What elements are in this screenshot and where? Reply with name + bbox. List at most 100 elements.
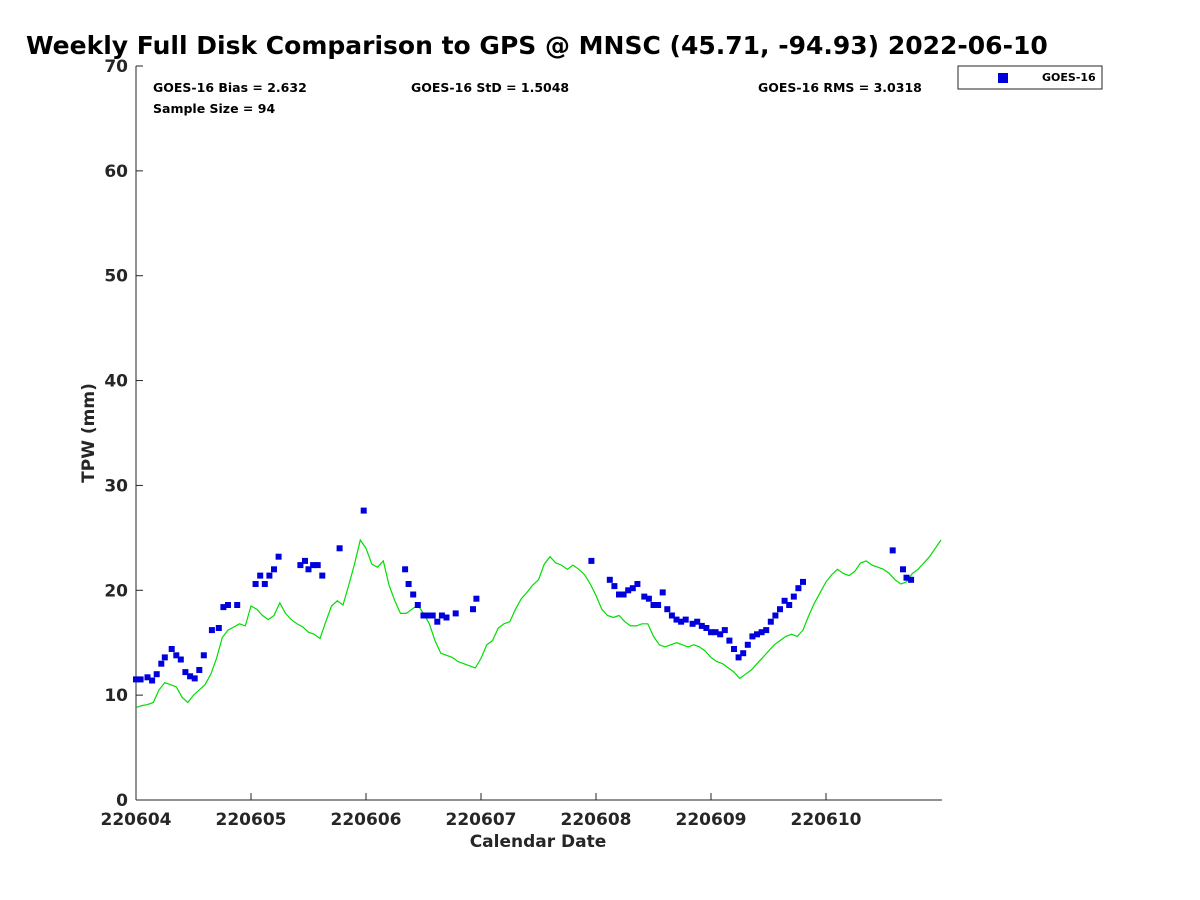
goes-point — [721, 627, 728, 634]
goes-point — [271, 566, 277, 573]
chart-title: Weekly Full Disk Comparison to GPS @ MNS… — [26, 31, 1048, 60]
goes-point — [767, 618, 774, 625]
goes-point — [208, 627, 215, 634]
y-tick-label: 40 — [104, 372, 128, 392]
goes-point — [144, 674, 151, 681]
goes-point — [678, 618, 685, 625]
goes-point — [305, 566, 312, 573]
goes-point — [641, 593, 648, 600]
goes-point — [314, 562, 321, 569]
goes-point — [744, 641, 751, 648]
y-tick-label: 50 — [104, 267, 128, 287]
gps-line — [135, 538, 942, 709]
goes-point — [452, 610, 459, 617]
stats: GOES-16 Bias = 2.632 Sample Size = 94 GO… — [153, 80, 922, 116]
goes-point — [200, 652, 207, 659]
goes-point — [908, 576, 915, 583]
goes-point — [261, 581, 268, 587]
goes-point — [225, 602, 231, 608]
goes-point — [735, 654, 742, 661]
goes-point — [717, 631, 724, 638]
goes-point — [319, 572, 326, 579]
goes-point — [689, 620, 696, 627]
goes-point — [187, 673, 194, 680]
goes-point — [629, 585, 636, 592]
goes-point — [173, 652, 180, 659]
y-tick-label: 60 — [104, 162, 128, 182]
stat-std: GOES-16 StD = 1.5048 — [411, 80, 569, 95]
y-tick-label: 70 — [104, 57, 128, 77]
goes-point — [749, 633, 756, 640]
stat-sample-size: Sample Size = 94 — [153, 101, 275, 116]
goes-point — [645, 595, 652, 602]
goes-point — [772, 612, 779, 619]
legend-box — [957, 65, 1103, 90]
goes-point — [168, 646, 175, 652]
goes-point — [405, 581, 412, 587]
goes-point — [708, 629, 714, 636]
goes-point — [297, 562, 304, 569]
goes-point — [336, 545, 343, 552]
goes-point — [698, 622, 705, 629]
gps-series — [135, 538, 942, 709]
stat-rms: GOES-16 RMS = 3.0318 — [758, 80, 922, 95]
goes-point — [703, 625, 710, 631]
y-axis-label: TPW (mm) — [79, 383, 99, 483]
goes-point — [781, 597, 788, 604]
goes-point — [443, 614, 450, 621]
x-tick-label: 220606 — [331, 810, 402, 830]
goes-point — [275, 553, 282, 560]
goes-point — [234, 602, 241, 608]
goes-point — [682, 616, 689, 623]
goes-point — [900, 566, 906, 573]
goes-point — [650, 602, 657, 608]
goes-point — [673, 616, 680, 623]
y-tick-label: 10 — [104, 686, 128, 706]
x-tick-label: 220609 — [676, 810, 747, 830]
goes-point — [182, 669, 189, 676]
goes-point — [754, 631, 760, 638]
goes-point — [196, 667, 203, 673]
goes-point — [191, 675, 198, 682]
goes-point — [257, 572, 264, 579]
goes-point — [414, 602, 421, 608]
x-axis-label: Calendar Date — [470, 832, 607, 852]
goes-point — [712, 629, 719, 636]
goes-point — [588, 557, 595, 564]
goes-point — [410, 591, 417, 598]
x-tick-label: 220608 — [561, 810, 632, 830]
goes-point — [758, 629, 765, 636]
goes-point — [161, 654, 168, 661]
goes-point — [402, 566, 409, 573]
legend: GOES-16 — [957, 65, 1103, 90]
goes-point — [664, 606, 671, 613]
x-tick-label: 220607 — [446, 810, 517, 830]
goes-point — [425, 612, 432, 619]
legend-marker — [998, 73, 1008, 83]
goes-point — [763, 627, 770, 634]
goes-point — [215, 625, 222, 631]
goes-point — [434, 618, 441, 625]
goes-point — [659, 589, 666, 596]
goes-point — [302, 557, 308, 564]
goes-point — [786, 602, 793, 608]
ticks: 0 10 20 30 40 50 60 70 220604 220605 220606 220607 2… — [101, 57, 862, 830]
goes-point — [800, 578, 806, 585]
goes-point — [158, 660, 165, 667]
goes-point — [149, 677, 156, 684]
y-tick-label: 20 — [104, 581, 128, 601]
goes-point — [438, 612, 445, 619]
stat-bias: GOES-16 Bias = 2.632 — [153, 80, 307, 95]
goes-point — [903, 574, 910, 581]
goes-point — [133, 676, 139, 683]
goes-point — [266, 572, 273, 579]
goes-point — [726, 637, 733, 644]
goes-point — [620, 591, 627, 598]
goes-point — [625, 587, 632, 594]
y-tick-label: 0 — [116, 791, 128, 811]
goes-point — [655, 602, 662, 608]
goes-point — [177, 656, 184, 663]
x-tick-label: 220605 — [216, 810, 287, 830]
x-tick-label: 220604 — [101, 810, 172, 830]
